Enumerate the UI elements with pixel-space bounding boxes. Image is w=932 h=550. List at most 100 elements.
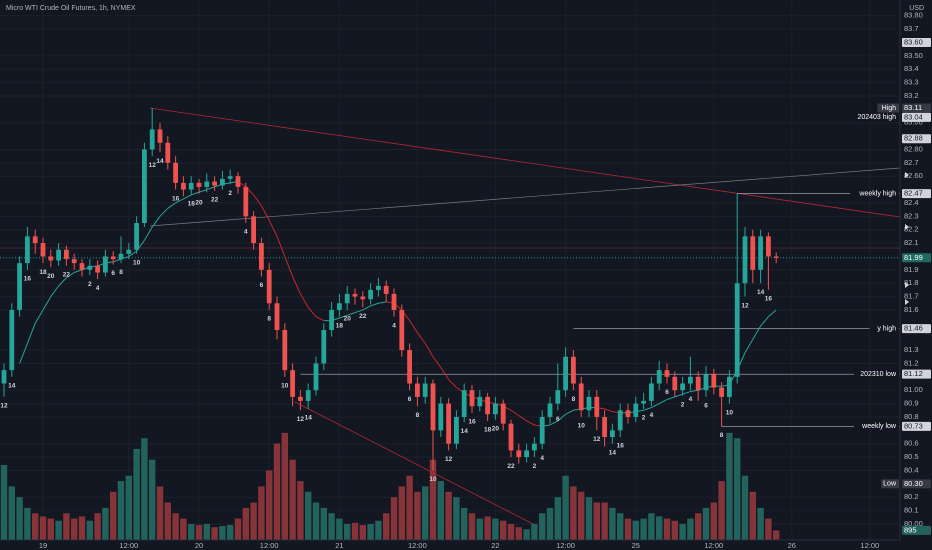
ma-segment [128,250,137,257]
count-label: 8 [416,412,420,419]
volume-bar [679,523,686,540]
volume-bar [554,497,561,540]
count-label: 6 [260,282,264,289]
volume-bar [8,486,15,540]
candle-body [32,236,38,244]
y-tick-label: 82.2 [904,225,919,234]
ma-segment [276,236,286,257]
candle-body [688,376,693,384]
volume-bar [585,497,593,540]
ma-segment [260,205,270,221]
volume-bar [663,518,671,540]
y-tick-label: 81.2 [904,358,919,367]
ma-segment [206,186,215,191]
trend-line [149,167,901,227]
y-tick-label: 80.1 [904,506,919,515]
candle-body [391,293,397,310]
ma-segment [666,396,675,401]
ma-segment [315,316,325,322]
y-tick-label: 83.4 [904,64,919,73]
candle-body [376,285,381,290]
volume-bar [63,513,70,540]
count-label: 12 [297,416,305,423]
volume-bar [203,523,210,540]
ma-segment [151,216,161,228]
count-label: 10 [281,383,289,390]
candle-body [539,416,545,444]
candle-body [454,416,459,444]
ma-segment [167,202,176,209]
candle-body [157,129,163,143]
count-label: 18 [39,269,47,276]
candle-body [555,390,561,404]
volume-bar [429,459,437,540]
candle-body [563,356,568,391]
volume-bar [188,523,195,540]
candle-body [181,182,186,190]
candle-body [477,396,483,407]
y-tick-label: 83.80 [904,11,923,20]
volume-bar [757,507,764,540]
ma-segment [518,415,527,422]
candle-body [633,403,639,417]
candle-body [259,243,264,270]
count-label: 12 [593,436,601,443]
volume-bar [601,502,608,540]
volume-bar [24,507,31,540]
candle-body [664,370,670,377]
volume-bar [718,481,725,540]
ma-segment [378,301,387,304]
ma-segment [682,391,691,395]
price-tag-label: 81.46 [904,324,923,333]
volume-bar [453,497,460,540]
y-tick-label: 83.7 [904,24,919,33]
candle-body [532,443,537,451]
level-name-box [881,479,899,489]
y-tick-label: 80.9 [904,399,919,408]
volume-bar [281,432,288,540]
ma-segment [34,309,44,324]
count-label: 14 [8,383,16,390]
volume-tag-label: 895 [904,525,917,534]
volume-bar [86,520,93,540]
y-tick-label: 80.6 [904,439,919,448]
candle-body [282,330,288,371]
count-label: 12 [445,456,453,463]
candle-body [711,374,717,388]
count-label: 16 [172,195,180,202]
ma-segment [424,343,434,358]
volume-bar [562,475,569,540]
candle-body [360,296,366,300]
trend-line [149,107,901,218]
price-tag [902,324,931,334]
candle-body [469,390,475,407]
count-label: 16 [468,419,476,426]
count-label: 10 [578,423,586,430]
level-name-box [869,324,899,334]
candle-body [649,383,654,401]
count-label: 18 [484,427,492,434]
volume-bar [624,518,632,540]
candle-body [461,390,467,417]
candle-body [703,374,709,391]
candle-body [9,309,15,371]
x-tick-label: 12:00 [704,541,723,550]
ma-segment [510,409,520,417]
x-tick-label: 12:00 [260,541,279,550]
candle-body [298,396,303,401]
price-axis [900,0,932,550]
level-name-box [850,112,899,122]
level-name: y high [877,326,896,333]
volume-bar [437,481,444,540]
count-label: 20 [492,425,500,432]
x-tick-label: 12:00 [860,541,879,550]
volume-bar [289,459,296,540]
count-label: 22 [63,272,71,279]
ma-segment [175,198,184,204]
volume-bar [47,518,54,540]
candle-body [415,383,420,397]
candle-body [727,376,732,397]
ma-segment [658,399,668,405]
y-tick-label: 82.80 [904,144,923,153]
ma-segment [565,409,574,415]
